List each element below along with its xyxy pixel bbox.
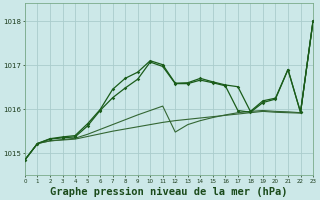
X-axis label: Graphe pression niveau de la mer (hPa): Graphe pression niveau de la mer (hPa): [50, 186, 288, 197]
